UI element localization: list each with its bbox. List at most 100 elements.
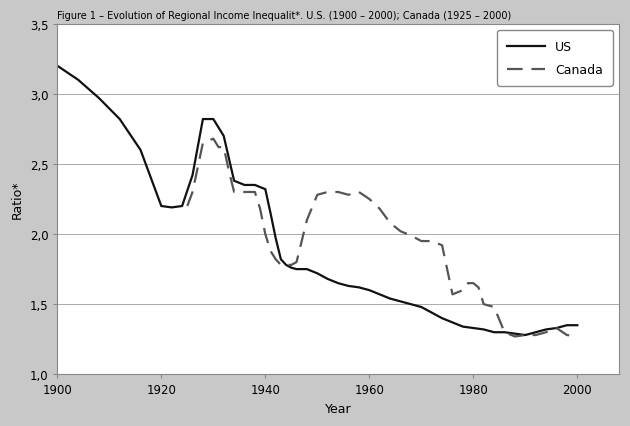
Canada: [563, 333, 571, 338]
Canada: [345, 193, 352, 198]
US: [168, 205, 176, 210]
Canada: [256, 207, 264, 212]
US: [74, 78, 82, 83]
Canada: [225, 169, 232, 174]
Canada: [210, 137, 217, 142]
Canada: [522, 333, 529, 338]
US: [116, 117, 123, 122]
Line: Canada: Canada: [187, 139, 577, 337]
US: [563, 323, 571, 328]
US: [490, 330, 498, 335]
US: [428, 310, 435, 315]
US: [277, 257, 285, 262]
US: [438, 316, 446, 321]
Canada: [464, 281, 472, 286]
Canada: [449, 292, 456, 297]
US: [210, 117, 217, 122]
US: [241, 183, 248, 188]
Canada: [287, 263, 295, 268]
Canada: [335, 190, 342, 195]
US: [469, 326, 477, 331]
US: [418, 305, 425, 310]
Canada: [459, 288, 467, 293]
Canada: [511, 334, 518, 339]
Canada: [376, 207, 384, 212]
Canada: [293, 260, 301, 265]
Canada: [199, 141, 207, 146]
US: [178, 204, 186, 209]
US: [532, 330, 539, 335]
Canada: [324, 190, 331, 195]
Y-axis label: Ratio*: Ratio*: [11, 180, 24, 219]
Canada: [189, 190, 197, 195]
US: [542, 327, 550, 332]
US: [335, 281, 342, 286]
US: [573, 323, 581, 328]
Canada: [277, 263, 285, 268]
US: [220, 134, 227, 139]
US: [365, 288, 373, 293]
US: [54, 64, 61, 69]
Legend: US, Canada: US, Canada: [497, 31, 612, 87]
Canada: [298, 239, 306, 244]
US: [199, 117, 207, 122]
Canada: [553, 326, 560, 331]
US: [158, 204, 165, 209]
US: [189, 173, 197, 178]
Canada: [266, 249, 274, 254]
US: [553, 326, 560, 331]
Canada: [438, 243, 446, 248]
US: [293, 267, 301, 272]
Canada: [418, 239, 425, 244]
Canada: [241, 190, 248, 195]
Canada: [428, 239, 435, 244]
US: [511, 331, 518, 337]
US: [137, 148, 144, 153]
US: [314, 271, 321, 276]
Line: US: US: [57, 66, 577, 335]
US: [282, 263, 290, 268]
Canada: [261, 232, 269, 237]
Canada: [303, 218, 311, 223]
Canada: [469, 281, 477, 286]
US: [501, 330, 508, 335]
X-axis label: Year: Year: [325, 402, 352, 415]
Canada: [272, 257, 280, 262]
US: [355, 285, 363, 290]
US: [376, 292, 384, 297]
Canada: [220, 145, 227, 150]
Canada: [475, 285, 483, 290]
Canada: [542, 330, 550, 335]
US: [459, 324, 467, 329]
Canada: [251, 190, 259, 195]
US: [407, 302, 415, 307]
US: [287, 265, 295, 271]
Canada: [231, 190, 238, 195]
US: [251, 183, 259, 188]
US: [95, 96, 103, 101]
Canada: [490, 305, 498, 310]
Canada: [365, 197, 373, 202]
US: [231, 179, 238, 184]
US: [386, 296, 394, 302]
US: [261, 187, 269, 192]
Canada: [397, 229, 404, 234]
US: [345, 284, 352, 289]
Text: Figure 1 – Evolution of Regional Income Inequalit*. U.S. (1900 – 2000); Canada (: Figure 1 – Evolution of Regional Income …: [57, 11, 512, 21]
Canada: [501, 330, 508, 335]
Canada: [183, 204, 191, 209]
Canada: [355, 190, 363, 195]
US: [522, 333, 529, 338]
Canada: [314, 193, 321, 198]
US: [303, 267, 311, 272]
Canada: [282, 263, 290, 268]
Canada: [573, 334, 581, 339]
Canada: [480, 302, 488, 307]
Canada: [215, 145, 222, 150]
US: [397, 299, 404, 304]
US: [272, 236, 280, 241]
US: [480, 327, 488, 332]
US: [449, 320, 456, 325]
US: [266, 211, 274, 216]
Canada: [407, 233, 415, 239]
